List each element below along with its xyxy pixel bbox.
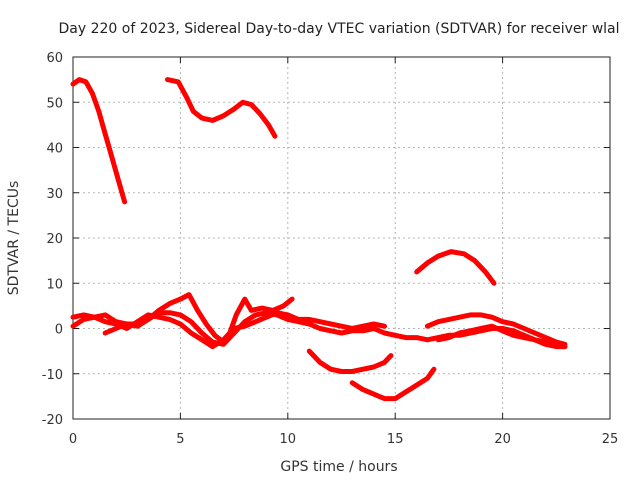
y-tick-label: 20 xyxy=(46,232,63,247)
x-tick-label: 15 xyxy=(387,432,404,447)
series-line-arc-10 xyxy=(349,366,437,402)
y-tick-label: 0 xyxy=(55,323,63,338)
series-line-arc-3 xyxy=(414,249,497,286)
x-tick-label: 5 xyxy=(176,432,184,447)
x-tick-label: 25 xyxy=(602,432,619,447)
x-tick-label: 20 xyxy=(494,432,511,447)
series-line-arc-9 xyxy=(306,348,394,374)
series-line-arc-2 xyxy=(165,77,278,139)
series-layer xyxy=(70,77,568,402)
series-line-arc-5 xyxy=(102,292,295,345)
y-tick-label: 60 xyxy=(46,51,63,66)
x-tick-label: 10 xyxy=(280,432,297,447)
y-tick-label: 30 xyxy=(46,187,63,202)
y-tick-label: 40 xyxy=(46,142,63,157)
x-axis-label: GPS time / hours xyxy=(280,459,397,475)
series-line-arc-6 xyxy=(70,310,387,350)
grid xyxy=(73,57,610,419)
y-tick-label: -20 xyxy=(42,413,63,428)
chart-title: Day 220 of 2023, Sidereal Day-to-day VTE… xyxy=(58,21,619,37)
series-line-arc-1 xyxy=(70,77,128,205)
x-tick-label: 0 xyxy=(69,432,77,447)
tick-labels: 0 5 10 15 20 25 -20 -10 0 10 20 30 40 50 60 xyxy=(42,51,619,447)
y-tick-label: -10 xyxy=(42,368,63,383)
y-axis-label: SDTVAR / TECUs xyxy=(6,181,22,296)
y-tick-label: 10 xyxy=(46,277,63,292)
y-tick-label: 50 xyxy=(46,96,63,111)
series-line-arc-8 xyxy=(435,323,568,350)
series-line-arc-7 xyxy=(424,312,568,347)
